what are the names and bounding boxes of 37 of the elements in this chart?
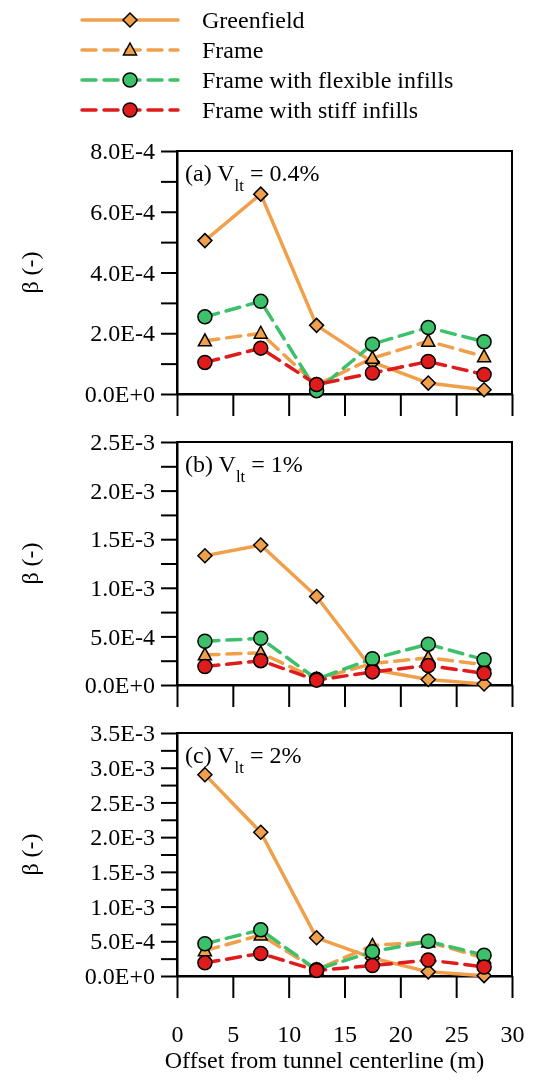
y-tick-label: 1.5E-3: [90, 526, 155, 553]
x-tick-label: 25: [444, 1021, 469, 1048]
y-tick-label: 2.5E-3: [90, 429, 155, 456]
y-tick-label: 2.0E-3: [90, 477, 155, 504]
y-tick-label: 6.0E-4: [90, 198, 155, 225]
y-tick-label: 1.0E-3: [90, 574, 155, 601]
y-tick-label: 5.0E-4: [90, 623, 155, 650]
legend-label: Frame with flexible infills: [202, 67, 454, 94]
y-tick-label: 2.0E-3: [90, 824, 155, 851]
x-tick-label: 20: [388, 1021, 413, 1048]
y-tick-label: 5.0E-4: [90, 928, 155, 955]
y-tick-label: 3.5E-3: [90, 720, 155, 747]
y-axis-title: β (-): [17, 251, 43, 294]
y-tick-label: 0.0E+0: [84, 672, 155, 699]
y-tick-label: 4.0E-4: [90, 259, 155, 286]
x-tick-label: 10: [277, 1021, 302, 1048]
y-tick-label: 2.5E-3: [90, 789, 155, 816]
y-tick-label: 8.0E-4: [90, 138, 155, 165]
y-tick-label: 0.0E+0: [84, 963, 155, 990]
x-axis-title: Offset from tunnel centerline (m): [164, 1047, 485, 1073]
annotation: (b) V$_{lt}$ = 1%: [185, 451, 303, 486]
y-tick-label: 2.0E-4: [90, 320, 155, 347]
y-tick-label: 1.0E-3: [90, 893, 155, 920]
y-axis-title: β (-): [17, 833, 43, 876]
x-tick-label: 30: [500, 1021, 525, 1048]
x-tick-label: 5: [227, 1021, 240, 1048]
legend-label: Frame: [202, 37, 264, 64]
y-tick-label: 0.0E+0: [84, 381, 155, 408]
x-tick-label: 15: [333, 1021, 357, 1048]
y-tick-label: 3.0E-3: [90, 754, 155, 781]
x-tick-label: 0: [171, 1021, 184, 1048]
annotation: (c) V$_{lt}$ = 2%: [185, 742, 302, 777]
y-tick-label: 1.5E-3: [90, 859, 155, 886]
legend-label: Greenfield: [202, 7, 305, 34]
y-axis-title: β (-): [17, 542, 43, 585]
legend-label: Frame with stiff infills: [202, 97, 419, 124]
annotation: (a) V$_{lt}$ = 0.4%: [185, 160, 320, 195]
